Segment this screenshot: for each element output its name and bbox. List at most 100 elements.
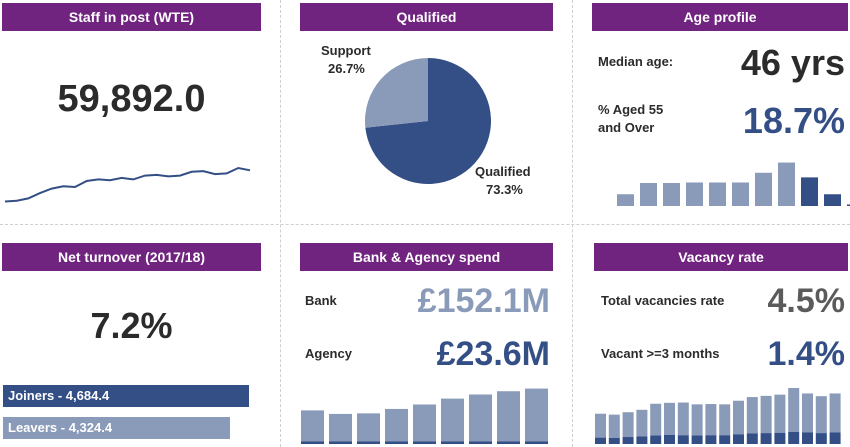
bank-bar-top-4: [413, 404, 436, 442]
median-age-value: 46 yrs: [740, 42, 845, 83]
age-profile-bar-chart: [617, 162, 850, 206]
vacancy-bar-top-5: [664, 402, 675, 435]
vacancy-bar-bottom-0: [595, 437, 606, 444]
staff-trend-line-chart: [4, 166, 251, 203]
median-age-label: Median age:: [598, 54, 674, 69]
vacancy-bar-bottom-16: [815, 433, 827, 444]
staff-value: 59,892.0: [57, 78, 206, 120]
aged55-label-line2: and Over: [598, 120, 655, 135]
bank-bar-top-2: [357, 413, 380, 442]
age-panel-header: Age profile: [592, 3, 848, 31]
bank-label: Bank: [305, 293, 337, 308]
bank-bar-bottom-7: [497, 441, 520, 444]
vacancy-bar-top-7: [691, 404, 703, 436]
age-bar-1: [640, 183, 657, 206]
bank-agency-bar-chart: [301, 388, 548, 444]
vacancy-bar-top-0: [595, 413, 606, 438]
pie-slice-qualified: [365, 58, 492, 185]
joiners-bar: Joiners - 4,684.4: [3, 385, 249, 407]
bank-bar-bottom-6: [469, 441, 492, 444]
bank-bar-bottom-3: [385, 441, 408, 444]
bank-bar-top-6: [469, 394, 492, 442]
vacancy-bar-top-16: [815, 396, 827, 434]
bank-bar-bottom-2: [357, 441, 380, 444]
bank-bar-top-7: [497, 391, 520, 442]
vacancy-bar-bottom-11: [746, 433, 758, 444]
col-divider-1: [280, 0, 281, 447]
col-divider-2: [572, 0, 573, 447]
vacancy-bar-chart: [595, 388, 841, 444]
vacancy-bar-top-9: [719, 404, 731, 436]
qualified-label: Qualified: [475, 164, 531, 179]
vacancy-bar-top-2: [622, 412, 634, 438]
vacancy-bar-top-17: [829, 393, 841, 433]
vacancy-bar-top-6: [677, 402, 689, 436]
agency-value: £23.6M: [436, 335, 550, 373]
support-pct: 26.7%: [328, 61, 365, 76]
vacancy-bar-top-1: [608, 414, 620, 438]
vacancy-bar-top-10: [733, 400, 744, 435]
bank-bar-bottom-1: [329, 441, 352, 444]
staff-panel-header: Staff in post (WTE): [2, 3, 261, 31]
age-bar-7: [778, 162, 795, 206]
age-bar-2: [663, 183, 680, 206]
vacancy-bar-bottom-4: [650, 435, 662, 444]
vacancy-bar-bottom-5: [664, 434, 675, 444]
bank-bar-top-1: [329, 413, 352, 442]
vacancy-bar-bottom-8: [705, 435, 717, 444]
age-bar-10: [847, 204, 850, 206]
bank-bar-top-8: [525, 388, 548, 442]
vacancy-bar-top-14: [788, 388, 800, 432]
turnover-value: 7.2%: [90, 305, 173, 346]
aged55-label-line1: % Aged 55: [598, 102, 664, 117]
total-vacancies-value: 4.5%: [767, 282, 846, 320]
vacant3-label: Vacant >=3 months: [601, 346, 720, 361]
age-bar-9: [824, 194, 841, 206]
staff-trend-line: [4, 166, 251, 203]
vacancy-bar-bottom-14: [788, 431, 800, 444]
vacancy-bar-bottom-3: [636, 436, 648, 444]
vacant3-value: 1.4%: [767, 335, 846, 373]
vacancy-bar-top-8: [705, 404, 717, 436]
bank-bar-bottom-0: [301, 441, 324, 444]
qualified-pct: 73.3%: [486, 182, 523, 197]
age-bar-5: [732, 182, 749, 206]
vacancy-bar-top-4: [650, 403, 662, 436]
bank-bar-top-3: [385, 408, 408, 442]
age-bar-3: [686, 182, 703, 206]
vacancy-bar-bottom-1: [608, 437, 620, 444]
vacancy-panel-header: Vacancy rate: [594, 243, 848, 271]
row-divider: [0, 224, 850, 225]
age-bar-8: [801, 177, 818, 206]
vacancy-bar-bottom-9: [719, 435, 731, 444]
vacancy-bar-bottom-12: [760, 433, 772, 444]
bank-bar-top-0: [301, 410, 324, 442]
vacancy-bar-bottom-2: [622, 437, 634, 444]
vacancy-bar-top-15: [802, 393, 813, 433]
vacancy-bar-bottom-13: [774, 432, 786, 444]
support-label: Support: [321, 43, 371, 58]
age-bar-4: [709, 182, 726, 206]
vacancy-bar-bottom-17: [829, 432, 841, 444]
leavers-bar: Leavers - 4,324.4: [3, 417, 231, 439]
vacancy-bar-bottom-10: [733, 434, 744, 444]
bank-bar-bottom-5: [441, 441, 464, 444]
vacancy-bar-bottom-6: [677, 435, 689, 444]
vacancy-bar-top-13: [774, 394, 786, 433]
bank-panel-header: Bank & Agency spend: [300, 243, 553, 271]
qualified-panel-header: Qualified: [300, 3, 553, 31]
pie-slice-support: [365, 58, 428, 128]
bank-bar-bottom-4: [413, 441, 436, 444]
vacancy-bar-top-12: [760, 395, 772, 434]
bank-bar-top-5: [441, 398, 464, 442]
bank-value: £152.1M: [417, 282, 550, 320]
vacancy-bar-bottom-15: [802, 432, 813, 444]
vacancy-bar-top-11: [746, 397, 758, 434]
aged55-value: 18.7%: [742, 100, 845, 141]
qualified-pie-chart: [365, 58, 492, 185]
total-vacancies-label: Total vacancies rate: [601, 293, 725, 308]
turnover-panel-header: Net turnover (2017/18): [2, 243, 261, 271]
age-bar-6: [755, 172, 772, 206]
bank-bar-bottom-8: [525, 441, 548, 444]
vacancy-bar-top-3: [636, 409, 648, 437]
